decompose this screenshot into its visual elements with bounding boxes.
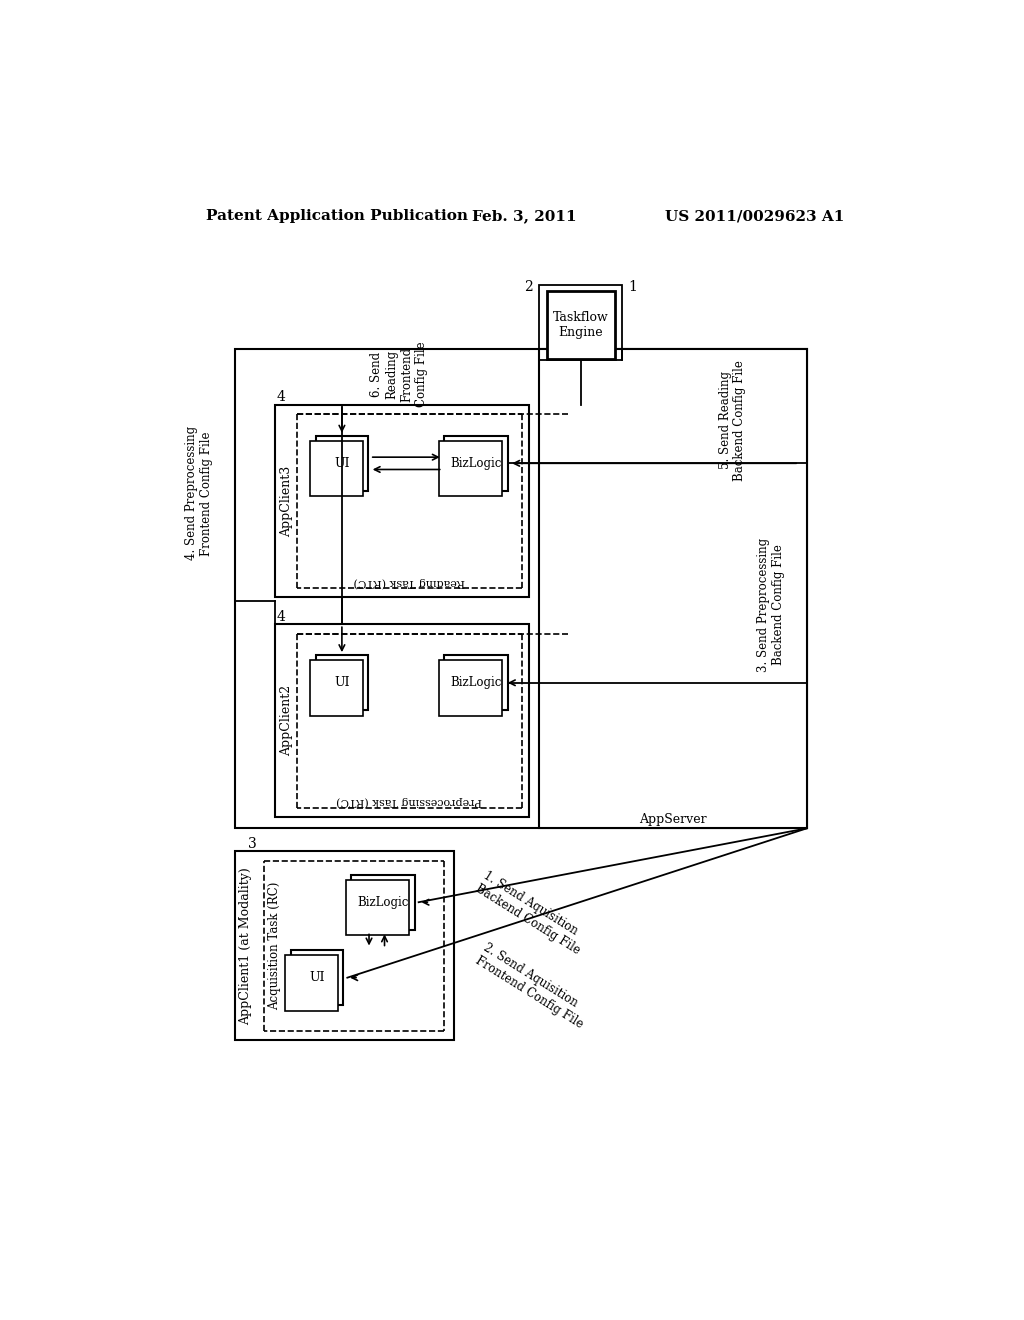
Bar	[444, 436, 508, 491]
Text: AppServer: AppServer	[639, 813, 707, 825]
Bar	[539, 350, 807, 829]
Text: 2. Send Aquisition
Frontend Config File: 2. Send Aquisition Frontend Config File	[473, 941, 593, 1031]
Text: 1. Send Aquisition
Backend Config File: 1. Send Aquisition Backend Config File	[473, 869, 590, 957]
Bar	[539, 285, 623, 360]
Text: 3. Send Preprocessing
Backend Config File: 3. Send Preprocessing Backend Config Fil…	[758, 539, 785, 672]
Bar	[234, 350, 807, 829]
Text: Acquisition Task (RC): Acquisition Task (RC)	[268, 882, 281, 1010]
Text: 4: 4	[278, 391, 286, 404]
Text: UI: UI	[334, 457, 349, 470]
Text: Reading Task (RTC): Reading Task (RTC)	[353, 577, 465, 587]
Bar	[351, 874, 415, 929]
Text: BizLogic: BizLogic	[451, 676, 502, 689]
Bar	[310, 441, 362, 496]
Text: Taskflow
Engine: Taskflow Engine	[553, 310, 608, 339]
Text: BizLogic: BizLogic	[357, 896, 409, 908]
Text: 4. Send Preprocessing
Frontend Config File: 4. Send Preprocessing Frontend Config Fi…	[185, 426, 213, 561]
Bar	[438, 660, 503, 715]
Text: 2: 2	[524, 280, 532, 294]
Text: UI: UI	[334, 676, 349, 689]
Text: Patent Application Publication: Patent Application Publication	[206, 209, 468, 223]
Bar	[291, 950, 343, 1006]
Text: 6. Send
Reading
Frontend
Config File: 6. Send Reading Frontend Config File	[371, 341, 428, 407]
Bar	[346, 880, 410, 936]
Text: 3: 3	[248, 837, 256, 850]
Text: AppClient3: AppClient3	[280, 466, 293, 537]
Text: 5. Send Reading
Backend Config File: 5. Send Reading Backend Config File	[719, 360, 746, 480]
Text: Feb. 3, 2011: Feb. 3, 2011	[472, 209, 578, 223]
Text: Preprocessing Task (RTC): Preprocessing Task (RTC)	[337, 796, 482, 807]
Text: AppClient1 (at Modality): AppClient1 (at Modality)	[240, 867, 252, 1024]
Bar	[444, 655, 508, 710]
Text: 1: 1	[629, 280, 638, 294]
Bar	[315, 655, 369, 710]
Bar	[275, 405, 529, 597]
Text: UI: UI	[309, 972, 325, 985]
Text: 4: 4	[278, 610, 286, 623]
Bar	[275, 624, 529, 817]
Bar	[286, 956, 338, 1011]
Bar	[438, 441, 503, 496]
Bar	[234, 851, 454, 1040]
Text: AppClient2: AppClient2	[280, 685, 293, 756]
Text: BizLogic: BizLogic	[451, 457, 502, 470]
Bar	[315, 436, 369, 491]
Bar	[547, 290, 614, 359]
Text: US 2011/0029623 A1: US 2011/0029623 A1	[665, 209, 844, 223]
Bar	[310, 660, 362, 715]
